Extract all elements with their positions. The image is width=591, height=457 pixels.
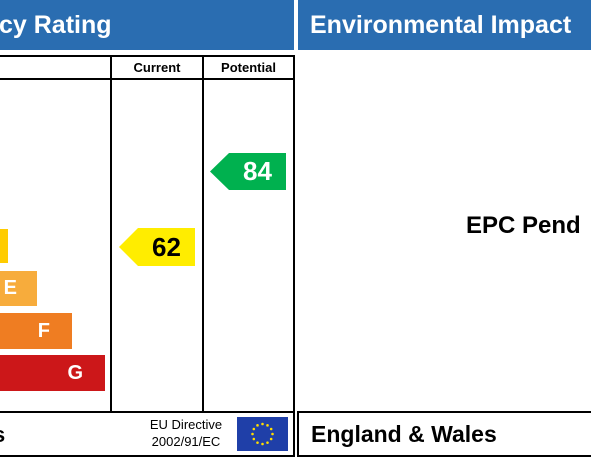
environmental-impact-header: Environmental Impact [298, 0, 591, 50]
eu-directive-line1: EU Directive [149, 417, 223, 432]
table-header-divider [0, 78, 295, 80]
energy-rating-header: cy Rating [0, 0, 294, 50]
table-top-border [0, 55, 295, 57]
table-footer-divider [0, 411, 295, 413]
env-left-border [297, 411, 299, 457]
environmental-impact-title: Environmental Impact [310, 11, 572, 39]
env-footer-divider [297, 411, 591, 413]
band-d: D [0, 229, 8, 263]
env-bottom-border [297, 455, 591, 457]
region-label-left: s [0, 422, 5, 448]
table-right-border [293, 55, 295, 457]
bands-column-divider [110, 55, 112, 413]
band-g-letter: G [67, 362, 83, 384]
energy-rating-title: cy Rating [0, 11, 112, 39]
band-g: G [0, 355, 105, 391]
band-e: E [0, 271, 37, 306]
current-column-heading: Current [133, 60, 181, 75]
current-rating-arrow: 62 [119, 228, 195, 266]
header-gap [294, 0, 298, 50]
eu-directive-line2: 2002/91/EC [151, 434, 221, 449]
potential-rating-arrow: 84 [210, 153, 286, 190]
current-rating-value: 62 [152, 232, 181, 262]
epc-pending-text: EPC Pend [466, 212, 581, 239]
current-column-divider [202, 55, 204, 413]
eu-directive-text: EU Directive 2002/91/EC [133, 416, 239, 450]
potential-rating-value: 84 [243, 156, 272, 186]
band-e-letter: E [3, 277, 17, 299]
eu-flag-icon [237, 417, 288, 451]
table-bottom-border [0, 455, 295, 457]
band-f-letter: F [37, 320, 50, 342]
region-label-right: England & Wales [311, 421, 497, 447]
potential-column-heading: Potential [221, 60, 276, 75]
band-f: F [0, 313, 72, 349]
